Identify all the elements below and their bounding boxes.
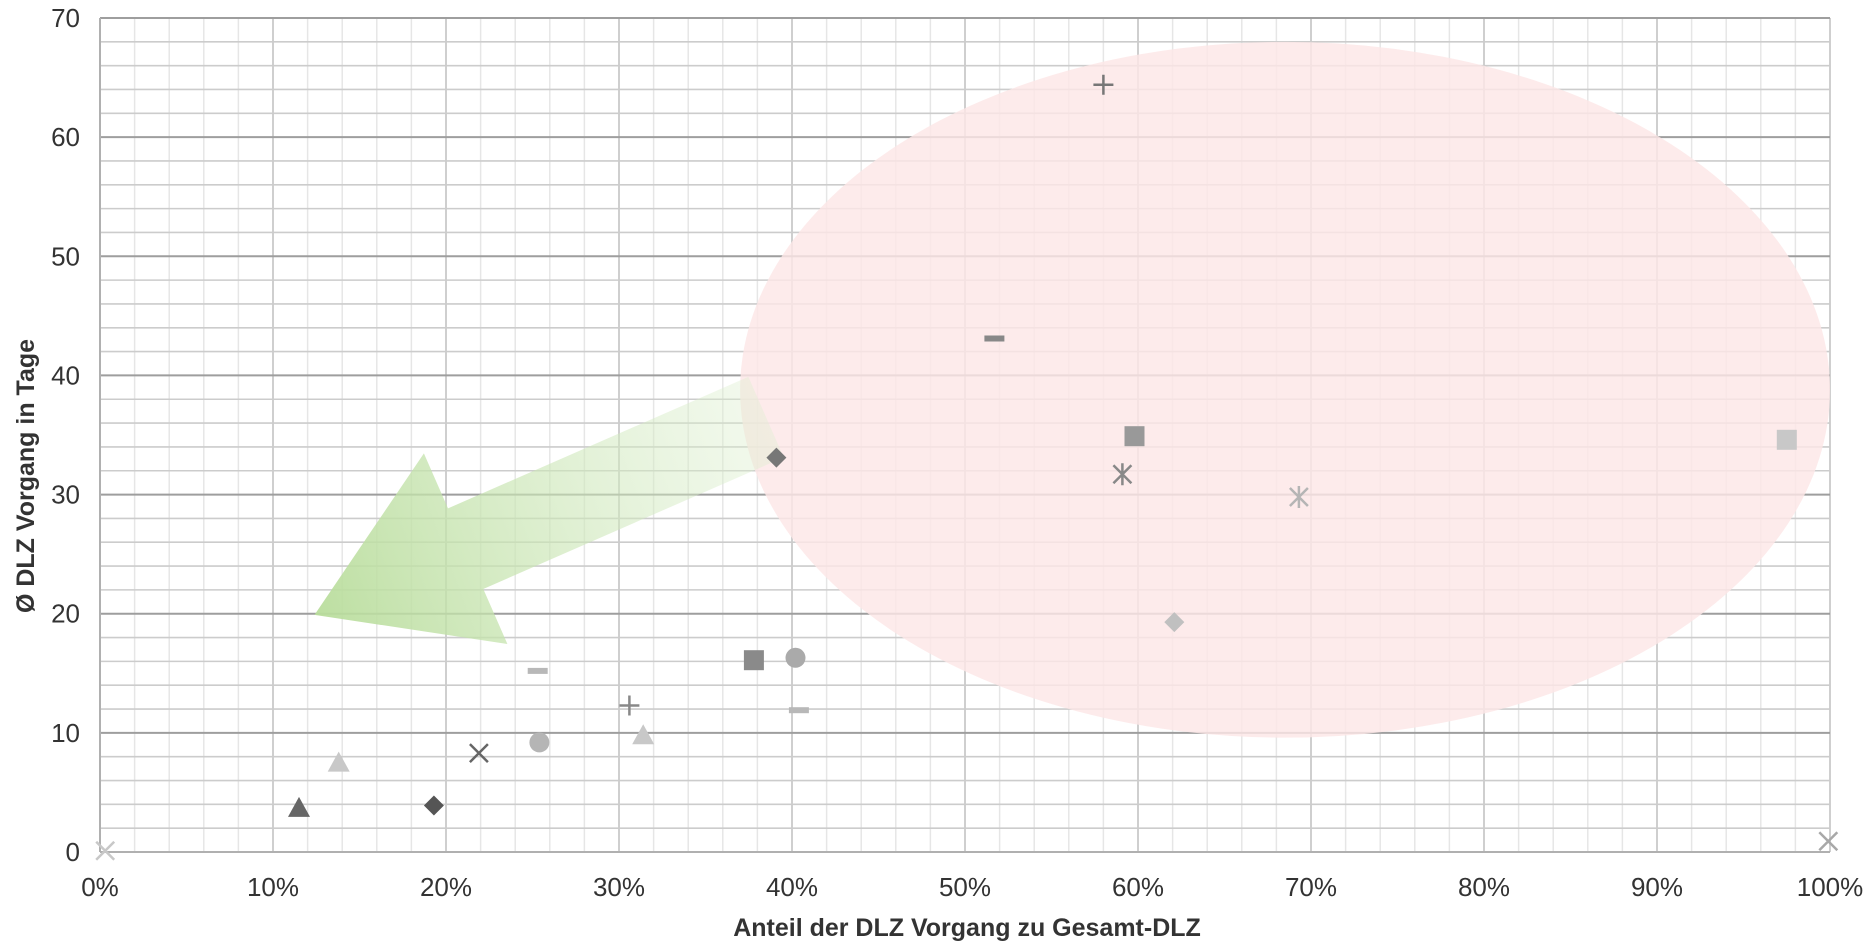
marker-dash	[984, 335, 1005, 342]
x-tick-label: 10%	[247, 872, 299, 902]
marker-x	[1818, 831, 1839, 852]
tick-labels: 0% 10% 20% 30% 40% 50% 60% 70% 80% 90% 100% 0 10 20 30…	[51, 3, 1863, 902]
data-point	[1112, 463, 1133, 486]
marker-triangle	[288, 796, 310, 817]
marker-diamond	[1164, 612, 1185, 633]
data-point	[632, 724, 655, 745]
marker-circle	[529, 732, 550, 753]
marker-square	[1776, 429, 1797, 450]
y-tick-label: 40	[51, 360, 80, 390]
data-point	[1164, 612, 1185, 633]
data-point	[529, 732, 550, 753]
data-point	[619, 695, 640, 716]
data-points	[95, 74, 1839, 861]
x-tick-label: 20%	[420, 872, 472, 902]
marker-circle	[785, 647, 806, 668]
marker-dash	[788, 707, 809, 714]
y-tick-label: 20	[51, 599, 80, 629]
data-point	[1818, 831, 1839, 852]
data-point	[527, 667, 548, 674]
data-point	[743, 650, 764, 671]
data-point	[766, 447, 787, 468]
data-point	[423, 795, 444, 816]
annotations	[314, 41, 1830, 738]
data-point	[785, 647, 806, 668]
x-axis-title: Anteil der DLZ Vorgang zu Gesamt-DLZ	[733, 914, 1201, 942]
marker-dash	[527, 667, 548, 674]
marker-x	[95, 840, 116, 861]
data-point	[788, 707, 809, 714]
data-point	[469, 743, 489, 763]
marker-diamond	[766, 447, 787, 468]
x-tick-label: 40%	[766, 872, 818, 902]
y-tick-label: 30	[51, 480, 80, 510]
marker-triangle	[632, 724, 655, 745]
x-tick-label: 90%	[1631, 872, 1683, 902]
highlight-ellipse	[740, 41, 1830, 738]
data-point	[327, 751, 350, 772]
y-tick-label: 60	[51, 122, 80, 152]
x-tick-label: 30%	[593, 872, 645, 902]
marker-x	[469, 743, 489, 763]
marker-plus	[619, 695, 640, 716]
marker-diamond	[423, 795, 444, 816]
marker-square	[1124, 426, 1145, 447]
data-point	[95, 840, 116, 861]
marker-plus	[1093, 74, 1114, 95]
x-tick-label: 70%	[1285, 872, 1337, 902]
y-tick-label: 50	[51, 241, 80, 271]
data-point	[1776, 429, 1797, 450]
x-tick-label: 50%	[939, 872, 991, 902]
y-axis-title: Ø DLZ Vorgang in Tage	[12, 339, 40, 613]
marker-triangle	[327, 751, 350, 772]
trend-arrow	[314, 376, 784, 644]
marker-square	[743, 650, 764, 671]
x-tick-label: 60%	[1112, 872, 1164, 902]
data-point	[288, 796, 310, 817]
x-tick-label: 0%	[81, 872, 119, 902]
y-tick-label: 10	[51, 718, 80, 748]
marker-asterisk	[1289, 486, 1309, 508]
y-tick-label: 0	[66, 837, 80, 867]
data-point	[984, 335, 1005, 342]
data-point	[1124, 426, 1145, 447]
x-tick-label: 80%	[1458, 872, 1510, 902]
x-tick-label: 100%	[1797, 872, 1864, 902]
data-point	[1289, 486, 1309, 508]
data-point	[1093, 74, 1114, 95]
axes	[99, 18, 1830, 853]
marker-asterisk	[1112, 463, 1133, 486]
y-tick-label: 70	[51, 3, 80, 33]
